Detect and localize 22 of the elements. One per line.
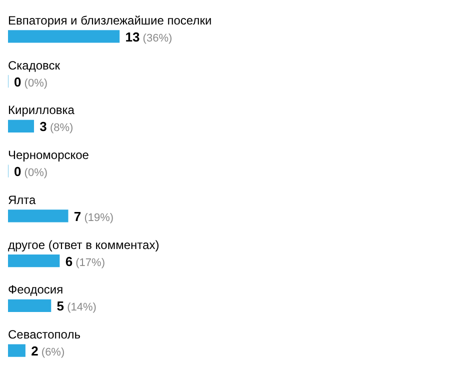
data-label: 7 (19%) [74,208,114,224]
data-label: 3 (8%) [40,119,74,134]
bar [8,344,26,357]
y-tick-label: Скадовск [8,58,61,72]
y-tick-label: Кирилловка [8,103,75,118]
bar [8,210,68,222]
data-label: 6 (17%) [65,254,105,269]
y-tick-label: другое (ответ в комментах) [8,238,160,252]
y-tick-label: Феодосия [8,282,64,297]
bar [8,120,34,133]
data-label: 0 (0%) [14,74,48,90]
bar [8,30,120,43]
data-label: 13 (36%) [125,29,172,44]
y-tick-label: Ялта [8,192,36,207]
data-label: 5 (14%) [56,298,96,314]
bar [8,254,60,268]
y-tick-label: Черноморское [8,148,90,162]
data-label: 0 (0%) [14,164,48,180]
bar [8,299,52,312]
y-tick-label: Евпатория и близлежайшие поселки [8,13,212,28]
data-label: 2 (6%) [31,344,65,359]
y-tick-label: Севастополь [8,328,80,342]
